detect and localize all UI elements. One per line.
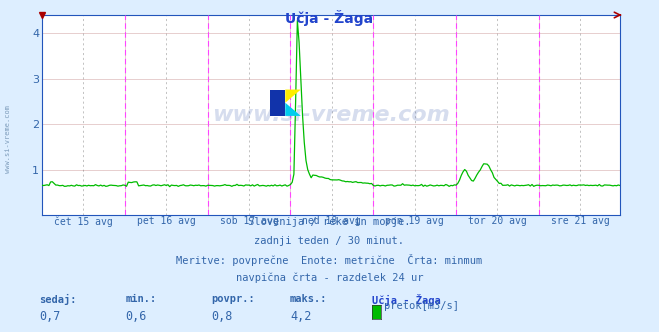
Text: min.:: min.: xyxy=(125,294,156,304)
Text: sedaj:: sedaj: xyxy=(40,294,77,305)
Text: 0,6: 0,6 xyxy=(125,310,146,323)
Polygon shape xyxy=(285,103,301,116)
Text: www.si-vreme.com: www.si-vreme.com xyxy=(5,106,11,173)
Text: Učja - Žaga: Učja - Žaga xyxy=(285,10,374,26)
Text: povpr.:: povpr.: xyxy=(211,294,254,304)
Text: pretok[m3/s]: pretok[m3/s] xyxy=(384,301,459,311)
Text: 0,7: 0,7 xyxy=(40,310,61,323)
Text: zadnji teden / 30 minut.: zadnji teden / 30 minut. xyxy=(254,236,405,246)
Bar xyxy=(270,90,285,116)
Text: maks.:: maks.: xyxy=(290,294,328,304)
Text: Meritve: povprečne  Enote: metrične  Črta: minmum: Meritve: povprečne Enote: metrične Črta:… xyxy=(177,254,482,266)
Polygon shape xyxy=(285,90,301,103)
Text: navpična črta - razdelek 24 ur: navpična črta - razdelek 24 ur xyxy=(236,272,423,283)
Text: Učja - Žaga: Učja - Žaga xyxy=(372,294,441,306)
Text: www.si-vreme.com: www.si-vreme.com xyxy=(212,105,450,125)
Text: 0,8: 0,8 xyxy=(211,310,232,323)
Text: Slovenija / reke in morje.: Slovenija / reke in morje. xyxy=(248,217,411,227)
Text: 4,2: 4,2 xyxy=(290,310,311,323)
